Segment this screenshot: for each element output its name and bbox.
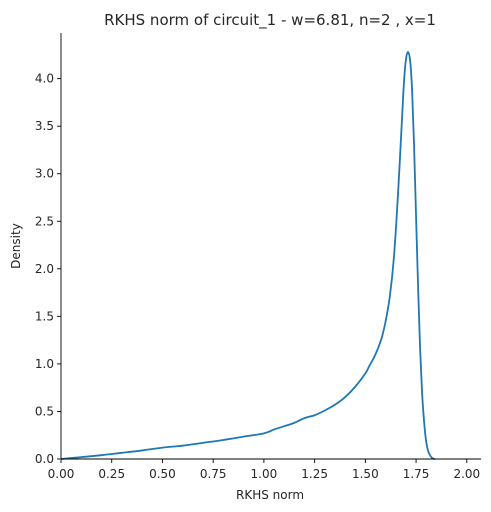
y-tick-label: 4.0 [35, 72, 54, 86]
y-tick-label: 1.5 [35, 309, 54, 323]
x-axis-label: RKHS norm [236, 488, 304, 502]
chart-title: RKHS norm of circuit_1 - w=6.81, n=2 , x… [104, 11, 436, 30]
x-tick-label: 0.00 [48, 467, 75, 481]
y-tick-label: 3.5 [35, 119, 54, 133]
y-axis-ticks: 0.0 0.5 1.0 1.5 2.0 2.5 3.0 3.5 4.0 [35, 72, 61, 466]
y-axis-label: Density [9, 223, 23, 269]
density-curve [60, 51, 436, 460]
x-axis-ticks: 0.00 0.25 0.50 0.75 1.00 1.25 1.50 1.75 2.00 [48, 459, 480, 481]
x-tick-label: 1.00 [251, 467, 278, 481]
y-tick-label: 2.0 [35, 262, 54, 276]
x-tick-label: 1.50 [352, 467, 379, 481]
y-tick-label: 3.0 [35, 167, 54, 181]
y-tick-label: 0.0 [35, 452, 54, 466]
x-tick-label: 0.50 [149, 467, 176, 481]
y-tick-label: 0.5 [35, 404, 54, 418]
x-tick-label: 0.75 [200, 467, 227, 481]
x-tick-label: 1.25 [301, 467, 328, 481]
y-tick-label: 2.5 [35, 214, 54, 228]
x-tick-label: 0.25 [98, 467, 125, 481]
x-tick-label: 2.00 [453, 467, 480, 481]
x-tick-label: 1.75 [403, 467, 430, 481]
y-tick-label: 1.0 [35, 357, 54, 371]
